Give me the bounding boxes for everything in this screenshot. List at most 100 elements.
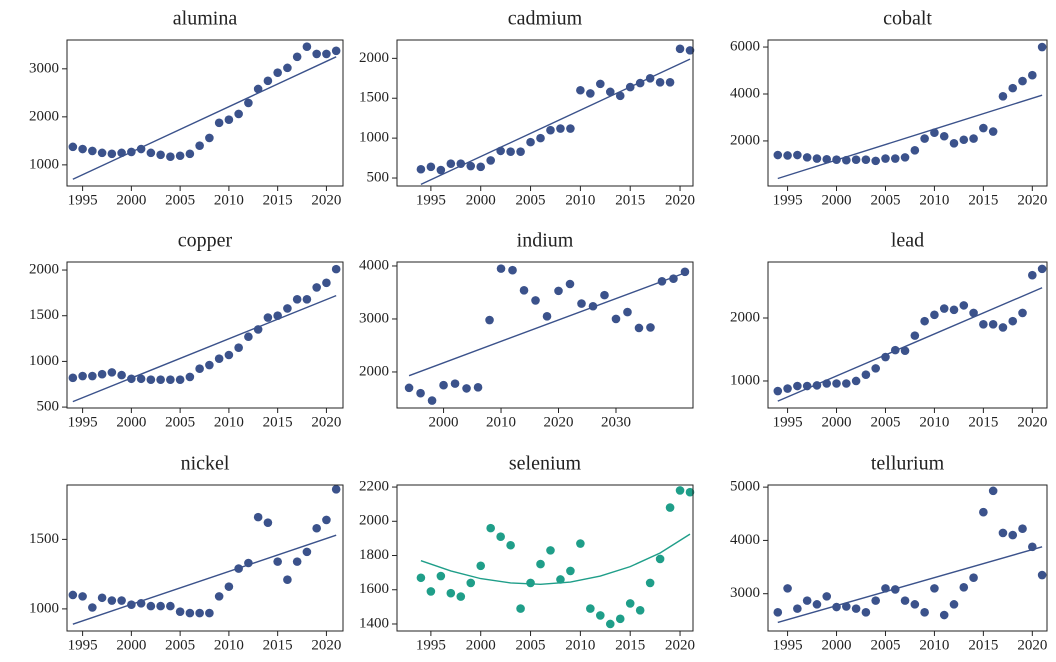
point	[127, 147, 136, 157]
point	[842, 379, 851, 388]
point	[136, 374, 146, 384]
point	[812, 154, 822, 163]
point	[136, 144, 146, 154]
point	[456, 159, 466, 168]
x-tick-label: 2020	[665, 192, 695, 208]
point	[979, 319, 988, 329]
y-tick-label: 2000	[359, 50, 389, 66]
point	[949, 600, 959, 609]
point	[959, 301, 969, 310]
point	[1018, 524, 1027, 533]
point	[783, 151, 792, 160]
point	[166, 152, 175, 162]
point	[900, 346, 910, 356]
point	[175, 607, 185, 616]
point	[322, 278, 331, 288]
point	[920, 134, 929, 143]
point	[645, 73, 655, 83]
plot-frame	[767, 484, 1048, 632]
point	[802, 153, 812, 162]
x-tick-label: 2000	[466, 637, 496, 653]
point	[822, 592, 832, 601]
fit-line	[420, 533, 691, 585]
x-tick-label: 2020	[1017, 637, 1047, 653]
point	[78, 592, 87, 601]
y-tick-label: 500	[367, 169, 390, 185]
point	[78, 371, 87, 381]
y-tick-label: 1400	[359, 615, 389, 631]
y-tick-label: 5000	[730, 479, 760, 495]
x-tick-label: 2000	[116, 637, 146, 653]
point	[214, 592, 224, 601]
point	[156, 150, 165, 160]
point	[930, 310, 939, 320]
point	[920, 316, 929, 326]
x-tick-label: 2015	[263, 192, 293, 208]
point	[635, 605, 645, 615]
point	[136, 599, 146, 608]
point	[998, 92, 1008, 101]
point	[1037, 264, 1047, 274]
point	[156, 375, 165, 384]
point	[127, 600, 136, 610]
point	[1028, 270, 1037, 280]
point	[586, 89, 595, 98]
x-tick-label: 2005	[870, 192, 900, 208]
point	[802, 596, 812, 605]
point	[1008, 83, 1018, 93]
x-tick-label: 2000	[116, 414, 146, 430]
point	[832, 602, 841, 612]
point	[205, 133, 214, 143]
point	[234, 343, 243, 352]
plot-frame	[767, 39, 1048, 187]
x-tick-label: 2010	[214, 192, 244, 208]
x-tick-label: 2015	[968, 637, 998, 653]
y-tick-label: 2000	[359, 363, 389, 379]
point	[851, 376, 861, 386]
point	[910, 600, 920, 609]
x-tick-label: 1995	[68, 414, 98, 430]
y-tick-label: 1500	[359, 90, 389, 106]
point	[842, 155, 851, 165]
point	[842, 602, 851, 611]
point	[586, 604, 595, 613]
y-tick-label: 2000	[29, 261, 59, 277]
x-tick-label: 2005	[870, 637, 900, 653]
y-tick-label: 4000	[730, 85, 760, 101]
x-tick-label: 2020	[311, 192, 341, 208]
point	[1028, 542, 1037, 552]
point	[920, 608, 929, 617]
point	[146, 375, 156, 384]
y-tick-label: 500	[37, 399, 60, 415]
point	[910, 331, 920, 340]
point	[773, 386, 783, 396]
x-tick-label: 2000	[822, 414, 852, 430]
point	[988, 486, 998, 496]
point	[625, 82, 635, 92]
point	[97, 593, 107, 603]
point	[526, 578, 535, 588]
point	[577, 299, 586, 308]
point	[871, 364, 880, 373]
point	[476, 162, 486, 172]
point	[939, 610, 949, 620]
point	[426, 587, 436, 596]
x-tick-label: 2010	[214, 414, 244, 430]
x-tick-label: 2010	[919, 414, 949, 430]
point	[185, 372, 195, 382]
fit-line	[420, 58, 691, 186]
x-tick-label: 2010	[919, 192, 949, 208]
point	[283, 63, 292, 73]
point	[988, 319, 998, 329]
panel-title: tellurium	[871, 453, 945, 475]
point	[312, 523, 321, 533]
point	[273, 311, 282, 321]
point	[900, 153, 910, 162]
plot-frame	[66, 39, 344, 187]
point	[195, 141, 204, 150]
point	[605, 87, 615, 97]
point	[68, 590, 78, 600]
point	[166, 375, 175, 384]
point	[322, 49, 331, 59]
point	[253, 325, 263, 334]
